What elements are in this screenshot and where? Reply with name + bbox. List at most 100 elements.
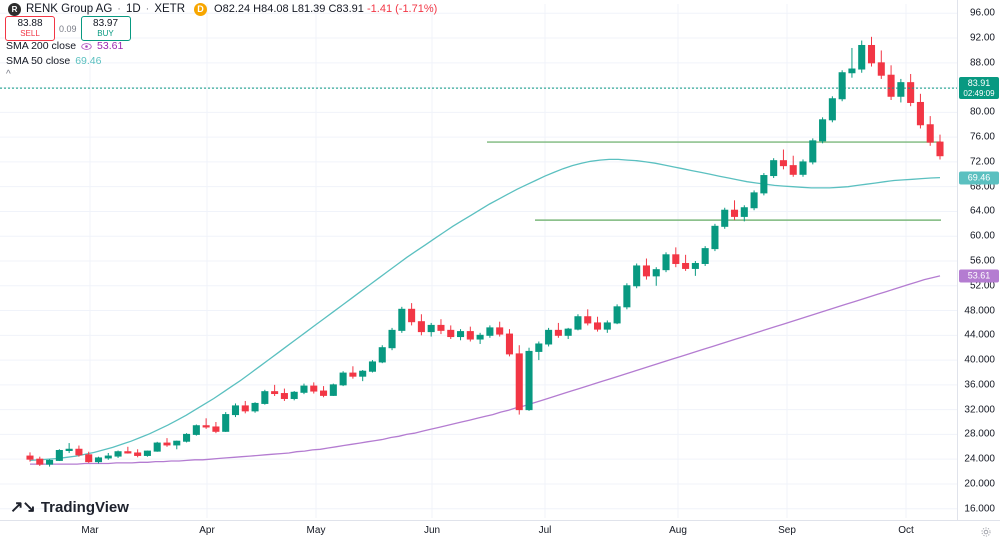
indicator-sma-50-title: SMA 50 close <box>6 55 71 67</box>
tradingview-logo-icon: ↗↘ <box>10 499 36 516</box>
candle-body <box>770 160 778 177</box>
candle-body <box>75 448 83 456</box>
candle-body <box>819 119 827 142</box>
buy-price: 83.97 <box>93 18 119 29</box>
candle-body <box>721 209 729 227</box>
candle-body <box>36 458 44 465</box>
price-tick: 32.000 <box>964 404 995 416</box>
sell-price: 83.88 <box>17 18 43 29</box>
candle-body <box>271 391 279 395</box>
open-value: 82.24 <box>222 3 251 15</box>
sell-button[interactable]: 83.88 SELL <box>5 16 55 41</box>
candle-body <box>192 425 200 435</box>
candle-body <box>94 457 103 463</box>
data-source-badge[interactable]: D <box>194 3 208 16</box>
candle-body <box>437 324 445 331</box>
trade-panel[interactable]: 83.88 SELL 0.09 83.97 BUY <box>5 16 131 41</box>
price-tick: 60.00 <box>969 230 995 242</box>
price-tick: 76.00 <box>969 131 995 143</box>
indicator-sma-50-value: 69.46 <box>75 55 102 67</box>
candle-body <box>789 165 797 175</box>
time-tick: Aug <box>669 525 687 536</box>
time-tick: Jul <box>538 525 552 536</box>
time-tick: May <box>306 525 326 536</box>
candle-body <box>642 265 650 277</box>
candle-body <box>46 459 54 465</box>
candle-body <box>730 209 739 217</box>
candle-body <box>574 316 582 330</box>
symbol-name[interactable]: RENK Group AG <box>26 3 113 15</box>
candle-body <box>359 370 367 377</box>
candle-body <box>300 385 308 393</box>
legend-separator-1: · <box>117 3 121 15</box>
watermark-text: TradingView <box>40 498 129 516</box>
candlestick-series <box>26 36 944 467</box>
candle-body <box>310 385 318 392</box>
candle-body <box>378 347 386 363</box>
candle-body <box>916 101 924 126</box>
price-tick: 16.000 <box>964 503 995 515</box>
gridlines <box>0 4 958 518</box>
candle-body <box>398 308 406 331</box>
symbol-logo-icon: R <box>8 3 21 16</box>
candle-body <box>701 248 709 264</box>
candle-body <box>779 160 787 167</box>
indicator-sma-200-title: SMA 200 close <box>6 40 77 52</box>
candle-body <box>505 333 513 355</box>
candle-body <box>515 353 523 411</box>
candle-body <box>466 331 474 340</box>
gear-icon[interactable] <box>980 526 992 538</box>
price-scale[interactable]: 96.0092.0088.0084.0080.0076.0072.0068.00… <box>957 0 1000 521</box>
symbol-row[interactable]: R RENK Group AG · 1D · XETR D O82.24 H84… <box>8 3 437 16</box>
candle-body <box>476 334 484 340</box>
candle-body <box>408 308 416 323</box>
candle-body <box>672 254 680 264</box>
candle-body <box>740 207 748 217</box>
buy-button[interactable]: 83.97 BUY <box>80 16 131 41</box>
candle-body <box>26 455 34 460</box>
indicator-sma-200-value: 53.61 <box>97 40 124 52</box>
high-value: 84.08 <box>261 3 289 15</box>
time-scale[interactable]: Mar Apr May Jun Jul Aug Sep Oct <box>0 520 1000 543</box>
sma-200-line <box>30 275 941 465</box>
indicator-sma-200[interactable]: SMA 200 close 53.61 <box>6 40 123 52</box>
candle-body <box>427 324 435 333</box>
price-tick: 40.000 <box>964 354 995 366</box>
candle-body <box>290 391 298 399</box>
candle-body <box>349 372 357 377</box>
candle-body <box>603 322 611 330</box>
candle-body <box>867 44 876 64</box>
candle-body <box>134 452 142 456</box>
indicator-sma-50[interactable]: SMA 50 close 69.46 <box>6 55 101 67</box>
ohlc-values: O82.24 H84.08 L81.39 C83.91 -1.41 (-1.71… <box>214 3 437 16</box>
interval-label[interactable]: 1D <box>125 3 141 15</box>
eye-icon[interactable] <box>81 41 92 52</box>
candle-body <box>593 322 602 330</box>
candle-body <box>750 192 758 209</box>
price-tick: 52.00 <box>969 280 995 292</box>
last-price-badge: 83.91 02:49:09 <box>959 77 999 100</box>
candle-body <box>486 327 494 336</box>
candle-body <box>153 442 161 452</box>
price-tick: 80.00 <box>969 106 995 118</box>
candle-body <box>554 329 562 336</box>
sma-50-line <box>29 158 941 462</box>
candle-body <box>163 442 171 446</box>
collapse-legend-icon[interactable]: ^ <box>6 69 11 80</box>
chart-legend: R RENK Group AG · 1D · XETR D O82.24 H84… <box>8 3 437 16</box>
time-tick: Sep <box>778 525 796 536</box>
candle-body <box>173 440 181 446</box>
candle-body <box>368 361 377 372</box>
candle-body <box>143 450 151 456</box>
candle-body <box>183 433 191 442</box>
open-label: O <box>214 3 223 15</box>
candle-body <box>124 451 132 454</box>
change-value: -1.41 (-1.71%) <box>366 3 438 15</box>
exchange-label[interactable]: XETR <box>154 3 186 15</box>
candle-body <box>339 372 347 386</box>
price-tick: 64.00 <box>969 205 995 217</box>
low-label: L <box>291 3 298 15</box>
close-label: C <box>328 3 337 15</box>
